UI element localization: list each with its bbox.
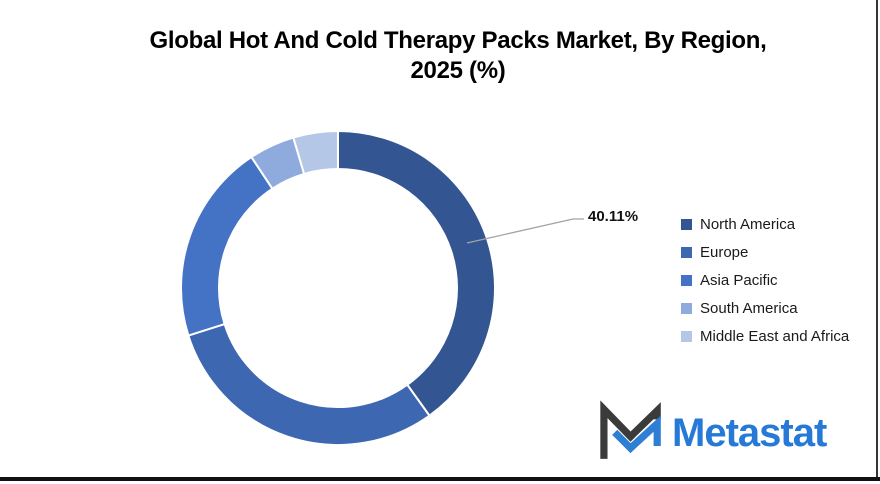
legend-label: Middle East and Africa — [700, 327, 850, 345]
legend-label: South America — [700, 299, 798, 317]
legend-marker-icon — [681, 302, 692, 314]
metastat-logo: Metastat — [596, 396, 827, 470]
donut-segments — [180, 129, 496, 446]
legend-item-north-america: North America — [681, 210, 878, 238]
callout-leader-line — [466, 218, 584, 244]
legend-label: North America — [700, 215, 796, 233]
legend-item-europe: Europe — [681, 238, 878, 266]
legend-label: Asia Pacific — [700, 271, 778, 289]
metastat-logo-text: Metastat — [672, 410, 827, 455]
donut-segment-europe — [187, 322, 431, 446]
donut-segment-asia-pacific — [180, 155, 274, 337]
donut-segment-north-america — [337, 129, 496, 418]
legend-item-asia-pacific: Asia Pacific — [681, 266, 878, 294]
legend-item-south-america: South America — [681, 294, 878, 322]
legend-label: Europe — [700, 243, 749, 261]
data-label-north-america: 40.11% — [588, 208, 639, 225]
legend-marker-icon — [681, 274, 692, 286]
metastat-logo-icon — [600, 400, 661, 459]
right-border-line — [876, 0, 878, 481]
legend-item-middle-east-and-africa: Middle East and Africa — [681, 322, 878, 350]
legend-marker-icon — [681, 218, 692, 230]
chart-title-line2: 2025 (%) — [410, 57, 506, 84]
legend-marker-icon — [681, 330, 692, 342]
chart-title: Global Hot And Cold Therapy Packs Market… — [36, 26, 880, 86]
legend-marker-icon — [681, 246, 692, 258]
bottom-border-line — [0, 477, 880, 481]
legend: North America Europe Asia Pacific South … — [681, 210, 878, 350]
chart-title-line1: Global Hot And Cold Therapy Packs Market… — [149, 27, 767, 54]
donut-segment-middle-east-and-africa — [292, 129, 339, 176]
